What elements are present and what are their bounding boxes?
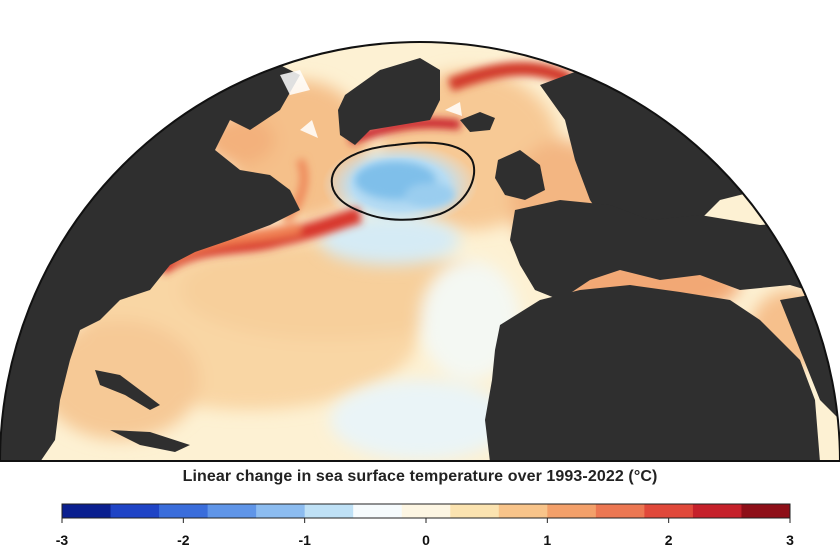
- colorbar-tick-label: 0: [422, 532, 430, 548]
- colorbar-swatch: [450, 504, 500, 518]
- iceland: [460, 112, 495, 132]
- colorbar-ticks: -3 -2 -1 0 1 2 3: [56, 518, 794, 548]
- globe-outline: [0, 41, 840, 462]
- colorbar-swatch: [595, 504, 645, 518]
- colorbar-swatch: [498, 504, 548, 518]
- sea-surface-temperature-map: [0, 41, 840, 462]
- colorbar-tick-label: 1: [543, 532, 551, 548]
- colorbar-swatch: [547, 504, 597, 518]
- arctic-ice: [280, 70, 462, 138]
- cold-blob-contour: [330, 141, 476, 221]
- europe: [510, 200, 840, 300]
- colorbar-swatch: [644, 504, 694, 518]
- colorbar-swatch: [304, 504, 354, 518]
- colorbar-caption: Linear change in sea surface temperature…: [182, 468, 658, 485]
- colorbar: -3 -2 -1 0 1 2 3: [56, 503, 794, 548]
- colorbar-swatch: [62, 504, 112, 518]
- colorbar-swatch: [207, 504, 257, 518]
- colorbar-swatch: [692, 504, 742, 518]
- colorbar-swatch: [159, 504, 209, 518]
- greenland: [338, 58, 440, 145]
- colorbar-swatch: [110, 504, 160, 518]
- colorbar-swatch: [741, 504, 791, 518]
- colorbar-swatch: [256, 504, 306, 518]
- africa: [485, 285, 820, 462]
- colorbar-tick-label: 2: [665, 532, 673, 548]
- british-isles: [495, 150, 545, 200]
- colorbar-tick-label: -3: [56, 532, 69, 548]
- colorbar-tick-label: 3: [786, 532, 794, 548]
- caribbean-islands: [95, 370, 160, 410]
- colorbar-tick-label: -2: [177, 532, 190, 548]
- colorbar-tick-label: -1: [298, 532, 311, 548]
- colorbar-swatch: [353, 504, 403, 518]
- colorbar-swatches: [62, 504, 791, 518]
- colorbar-swatch: [401, 504, 451, 518]
